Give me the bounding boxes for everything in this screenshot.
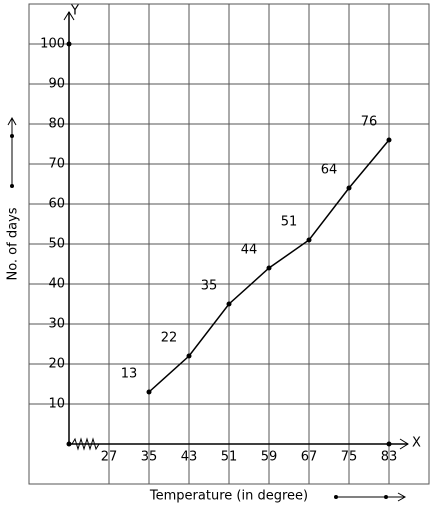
x-tick-label: 27 <box>101 450 118 465</box>
axis-dot <box>386 441 392 447</box>
x-tick-label: 43 <box>181 450 198 465</box>
x-tick-label: 75 <box>341 450 358 465</box>
axis-break <box>71 437 100 451</box>
data-point <box>306 237 312 243</box>
data-point <box>146 389 152 395</box>
data-label: 51 <box>281 215 298 230</box>
x-tick-label: 35 <box>141 450 158 465</box>
x-tick-label: 83 <box>381 450 398 465</box>
y-tick-label: 50 <box>48 237 65 252</box>
arrow-dot <box>10 184 14 188</box>
data-label: 35 <box>201 279 218 294</box>
arrow-deco <box>7 116 17 126</box>
data-label: 13 <box>121 367 138 382</box>
data-point <box>386 137 392 143</box>
data-label: 44 <box>241 243 258 258</box>
x-arrow <box>399 438 409 450</box>
x-axis-label: Temperature (in degree) <box>149 489 308 504</box>
x-tick-label: 67 <box>301 450 318 465</box>
arrow-dot <box>334 495 338 499</box>
y-tick-label: 30 <box>48 317 65 332</box>
y-tick-label: 70 <box>48 157 65 172</box>
y-axis-name: Y <box>70 4 79 19</box>
y-tick-label: 100 <box>40 37 65 52</box>
y-tick-label: 20 <box>48 357 65 372</box>
data-label: 22 <box>161 331 178 346</box>
axis-dot <box>66 41 72 47</box>
y-tick-label: 10 <box>48 397 65 412</box>
arrow-dot <box>384 495 388 499</box>
data-point <box>346 185 352 191</box>
x-tick-label: 59 <box>261 450 278 465</box>
arrow-dot <box>10 134 14 138</box>
x-axis-name: X <box>412 436 421 451</box>
arrow-deco <box>397 492 407 502</box>
y-tick-label: 60 <box>48 197 65 212</box>
data-label: 64 <box>321 163 338 178</box>
y-tick-label: 40 <box>48 277 65 292</box>
origin-dot <box>66 441 72 447</box>
x-tick-label: 51 <box>221 450 238 465</box>
data-point <box>226 301 232 307</box>
grid <box>29 4 429 484</box>
data-label: 76 <box>361 115 378 130</box>
y-tick-label: 80 <box>48 117 65 132</box>
y-tick-label: 90 <box>48 77 65 92</box>
y-axis-label: No. of days <box>6 207 21 280</box>
data-point <box>186 353 192 359</box>
y-arrow <box>63 11 75 21</box>
data-point <box>266 265 272 271</box>
